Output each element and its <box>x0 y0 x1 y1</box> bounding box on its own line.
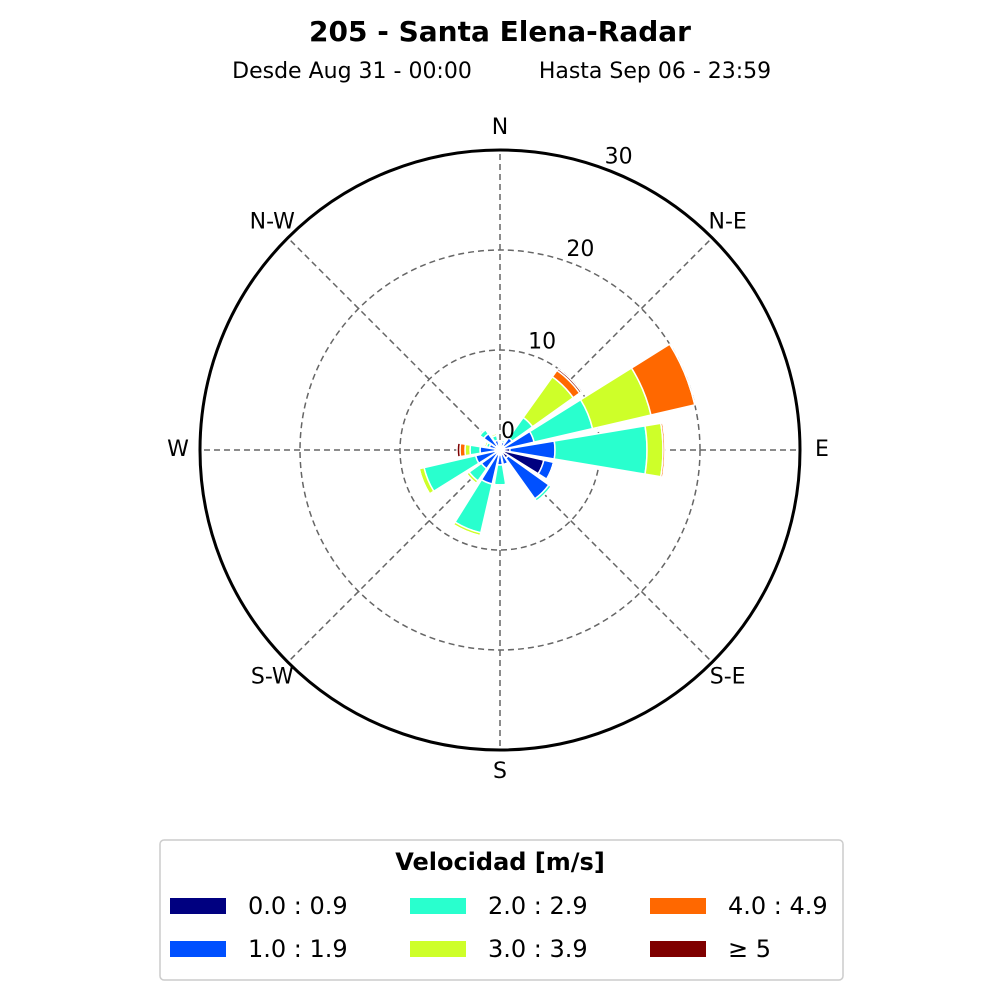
r-tick-label: 10 <box>528 329 556 354</box>
wedge <box>536 486 552 502</box>
legend-label: 1.0 : 1.9 <box>248 935 348 963</box>
legend-swatch <box>170 898 226 914</box>
spoke <box>287 237 501 451</box>
legend-swatch <box>410 941 466 957</box>
labels: 0 10 20 30 N N-E E S-E S S-W W N-W <box>167 115 829 784</box>
legend-label: 0.0 : 0.9 <box>248 892 348 920</box>
wedges <box>418 343 696 537</box>
legend-swatch <box>650 898 706 914</box>
r-tick-label: 30 <box>605 145 633 170</box>
chart-subtitle: Desde Aug 31 - 00:00 <box>232 59 472 84</box>
wedge <box>469 444 482 456</box>
direction-label: W <box>167 437 189 462</box>
legend-label: 2.0 : 2.9 <box>488 892 588 920</box>
wedge <box>644 422 664 478</box>
outer-circle <box>198 148 802 752</box>
wedge <box>418 468 431 495</box>
r-tick-label: 0 <box>501 419 515 444</box>
direction-label: S-E <box>710 665 746 690</box>
direction-label: S <box>493 759 507 784</box>
legend-label: 4.0 : 4.9 <box>728 892 828 920</box>
legend-title: Velocidad [m/s] <box>395 848 605 876</box>
spoke <box>287 449 501 663</box>
wedge <box>555 367 583 395</box>
direction-label: S-W <box>251 665 294 690</box>
direction-label: N <box>492 115 508 140</box>
legend-swatch <box>410 898 466 914</box>
wedge <box>466 473 477 484</box>
r-tick-label: 20 <box>566 237 594 262</box>
wedge <box>490 432 497 437</box>
direction-label: E <box>815 437 829 462</box>
chart-subtitle: Hasta Sep 06 - 23:59 <box>539 59 771 84</box>
chart-title: 205 - Santa Elena-Radar <box>309 15 691 48</box>
legend-label: ≥ 5 <box>728 935 771 963</box>
legend-swatch <box>170 941 226 957</box>
legend-swatch <box>650 941 706 957</box>
direction-label: N-E <box>709 209 747 234</box>
wedge <box>456 442 462 458</box>
direction-label: N-W <box>250 209 296 234</box>
legend: 0.0 : 0.9 1.0 : 1.9 2.0 : 2.9 3.0 : 3.9 4.0 … <box>170 892 828 963</box>
legend-label: 3.0 : 3.9 <box>488 935 588 963</box>
